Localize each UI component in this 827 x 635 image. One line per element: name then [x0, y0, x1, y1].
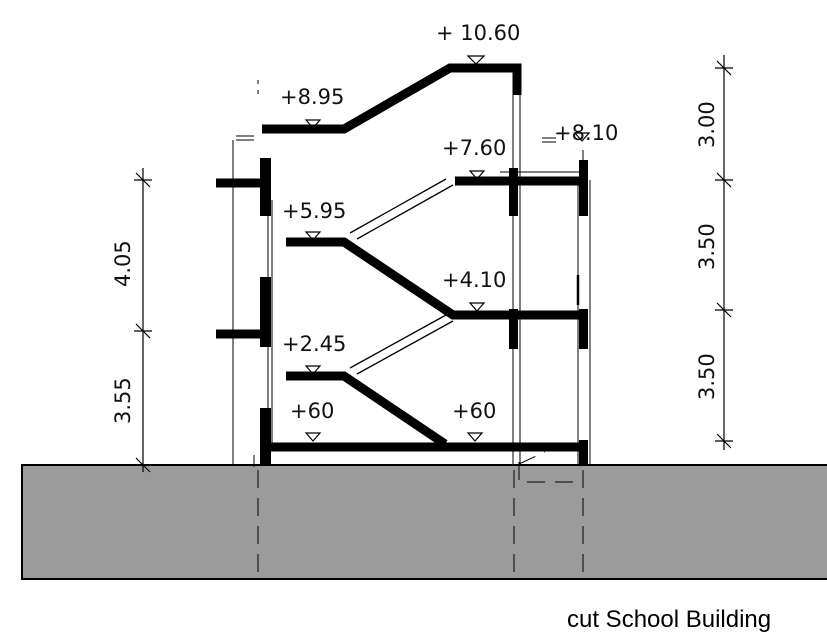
dimension-label-left-upper: 4.05: [111, 240, 135, 287]
level-label-mid-right: +4.10: [442, 268, 506, 292]
level-label-low-left: +2.45: [282, 332, 346, 356]
level-label-top: + 10.60: [436, 21, 520, 45]
level-label-roof-right: +8.10: [554, 121, 618, 145]
level-label-ground-right: +60: [452, 399, 496, 423]
level-label-upper-right: +7.60: [442, 136, 506, 160]
ground: [22, 465, 827, 579]
slab-595-ramp: [286, 242, 588, 315]
level-marker: [468, 56, 484, 64]
dimension-label-right-top: 3.00: [695, 101, 719, 148]
dimension-label-right-mid: 3.50: [695, 223, 719, 270]
level-marker: [306, 433, 320, 441]
caption: cut School Building: [567, 606, 771, 633]
dimension-label-left-lower: 3.55: [111, 377, 135, 424]
level-marker: [468, 433, 482, 441]
level-marker: [470, 303, 484, 311]
level-label-roof-left: +8.95: [280, 85, 344, 109]
dimension-chain-left: [134, 168, 152, 472]
dimension-label-right-bottom: 3.50: [695, 353, 719, 400]
level-label-upper-left: +5.95: [282, 199, 346, 223]
level-label-ground-left: +60: [290, 399, 334, 423]
construction-lines: [233, 80, 590, 467]
